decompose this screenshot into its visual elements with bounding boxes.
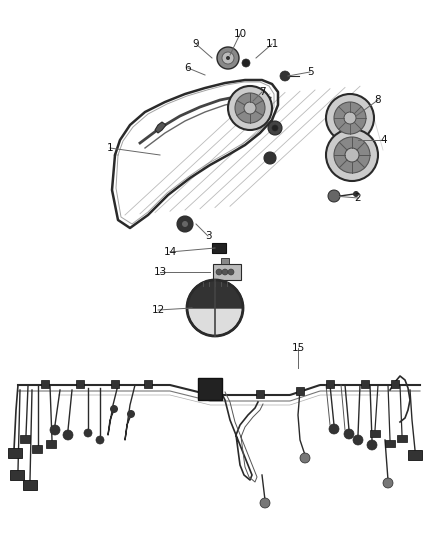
Circle shape [235,93,265,123]
Circle shape [216,269,222,275]
FancyBboxPatch shape [296,387,304,395]
Circle shape [260,498,270,508]
Circle shape [326,94,374,142]
FancyBboxPatch shape [144,380,152,388]
Circle shape [367,440,377,450]
FancyBboxPatch shape [32,445,42,453]
Text: 7: 7 [259,87,265,97]
FancyBboxPatch shape [391,380,399,388]
FancyBboxPatch shape [10,470,24,480]
Circle shape [334,137,370,173]
Circle shape [344,112,356,124]
Circle shape [353,435,363,445]
Circle shape [187,280,243,336]
FancyBboxPatch shape [221,258,229,264]
Circle shape [244,102,256,114]
Circle shape [326,129,378,181]
FancyBboxPatch shape [20,435,30,443]
Circle shape [383,478,393,488]
Circle shape [217,47,239,69]
FancyBboxPatch shape [326,380,334,388]
Circle shape [328,190,340,202]
Circle shape [226,56,230,60]
Text: 8: 8 [374,95,381,105]
Circle shape [353,191,359,197]
Text: 3: 3 [205,231,211,241]
FancyBboxPatch shape [408,450,422,460]
Text: 13: 13 [153,267,166,277]
Text: 5: 5 [307,67,313,77]
Polygon shape [187,280,243,308]
FancyBboxPatch shape [385,440,395,447]
Circle shape [222,269,228,275]
Circle shape [242,59,250,67]
FancyBboxPatch shape [8,448,22,458]
Circle shape [228,86,272,130]
Circle shape [272,125,278,131]
FancyBboxPatch shape [23,480,37,490]
Circle shape [84,429,92,437]
Circle shape [127,410,135,418]
Text: 12: 12 [152,305,165,315]
FancyBboxPatch shape [41,380,49,388]
Text: 1: 1 [107,143,113,153]
Circle shape [110,405,118,413]
FancyBboxPatch shape [198,378,222,400]
Circle shape [344,429,354,439]
Text: 2: 2 [355,193,361,203]
Text: 15: 15 [291,343,304,353]
Circle shape [63,430,73,440]
Circle shape [280,71,290,81]
Circle shape [228,269,234,275]
Circle shape [96,436,104,444]
FancyBboxPatch shape [206,390,214,398]
FancyBboxPatch shape [212,243,226,253]
Text: 6: 6 [185,63,191,73]
FancyBboxPatch shape [76,380,84,388]
Circle shape [345,148,359,162]
Circle shape [50,425,60,435]
Circle shape [268,121,282,135]
Text: 14: 14 [163,247,177,257]
Text: 11: 11 [265,39,279,49]
Circle shape [334,102,366,134]
FancyBboxPatch shape [361,380,369,388]
Circle shape [182,221,188,227]
FancyBboxPatch shape [111,380,119,388]
Circle shape [300,453,310,463]
Polygon shape [155,122,166,133]
FancyBboxPatch shape [370,430,380,437]
FancyBboxPatch shape [213,264,241,280]
Circle shape [222,52,234,64]
Text: 4: 4 [381,135,387,145]
FancyBboxPatch shape [397,435,407,442]
Circle shape [177,216,193,232]
Circle shape [329,424,339,434]
FancyBboxPatch shape [46,440,56,448]
Circle shape [264,152,276,164]
Text: 9: 9 [193,39,199,49]
FancyBboxPatch shape [256,390,264,398]
Text: 10: 10 [233,29,247,39]
